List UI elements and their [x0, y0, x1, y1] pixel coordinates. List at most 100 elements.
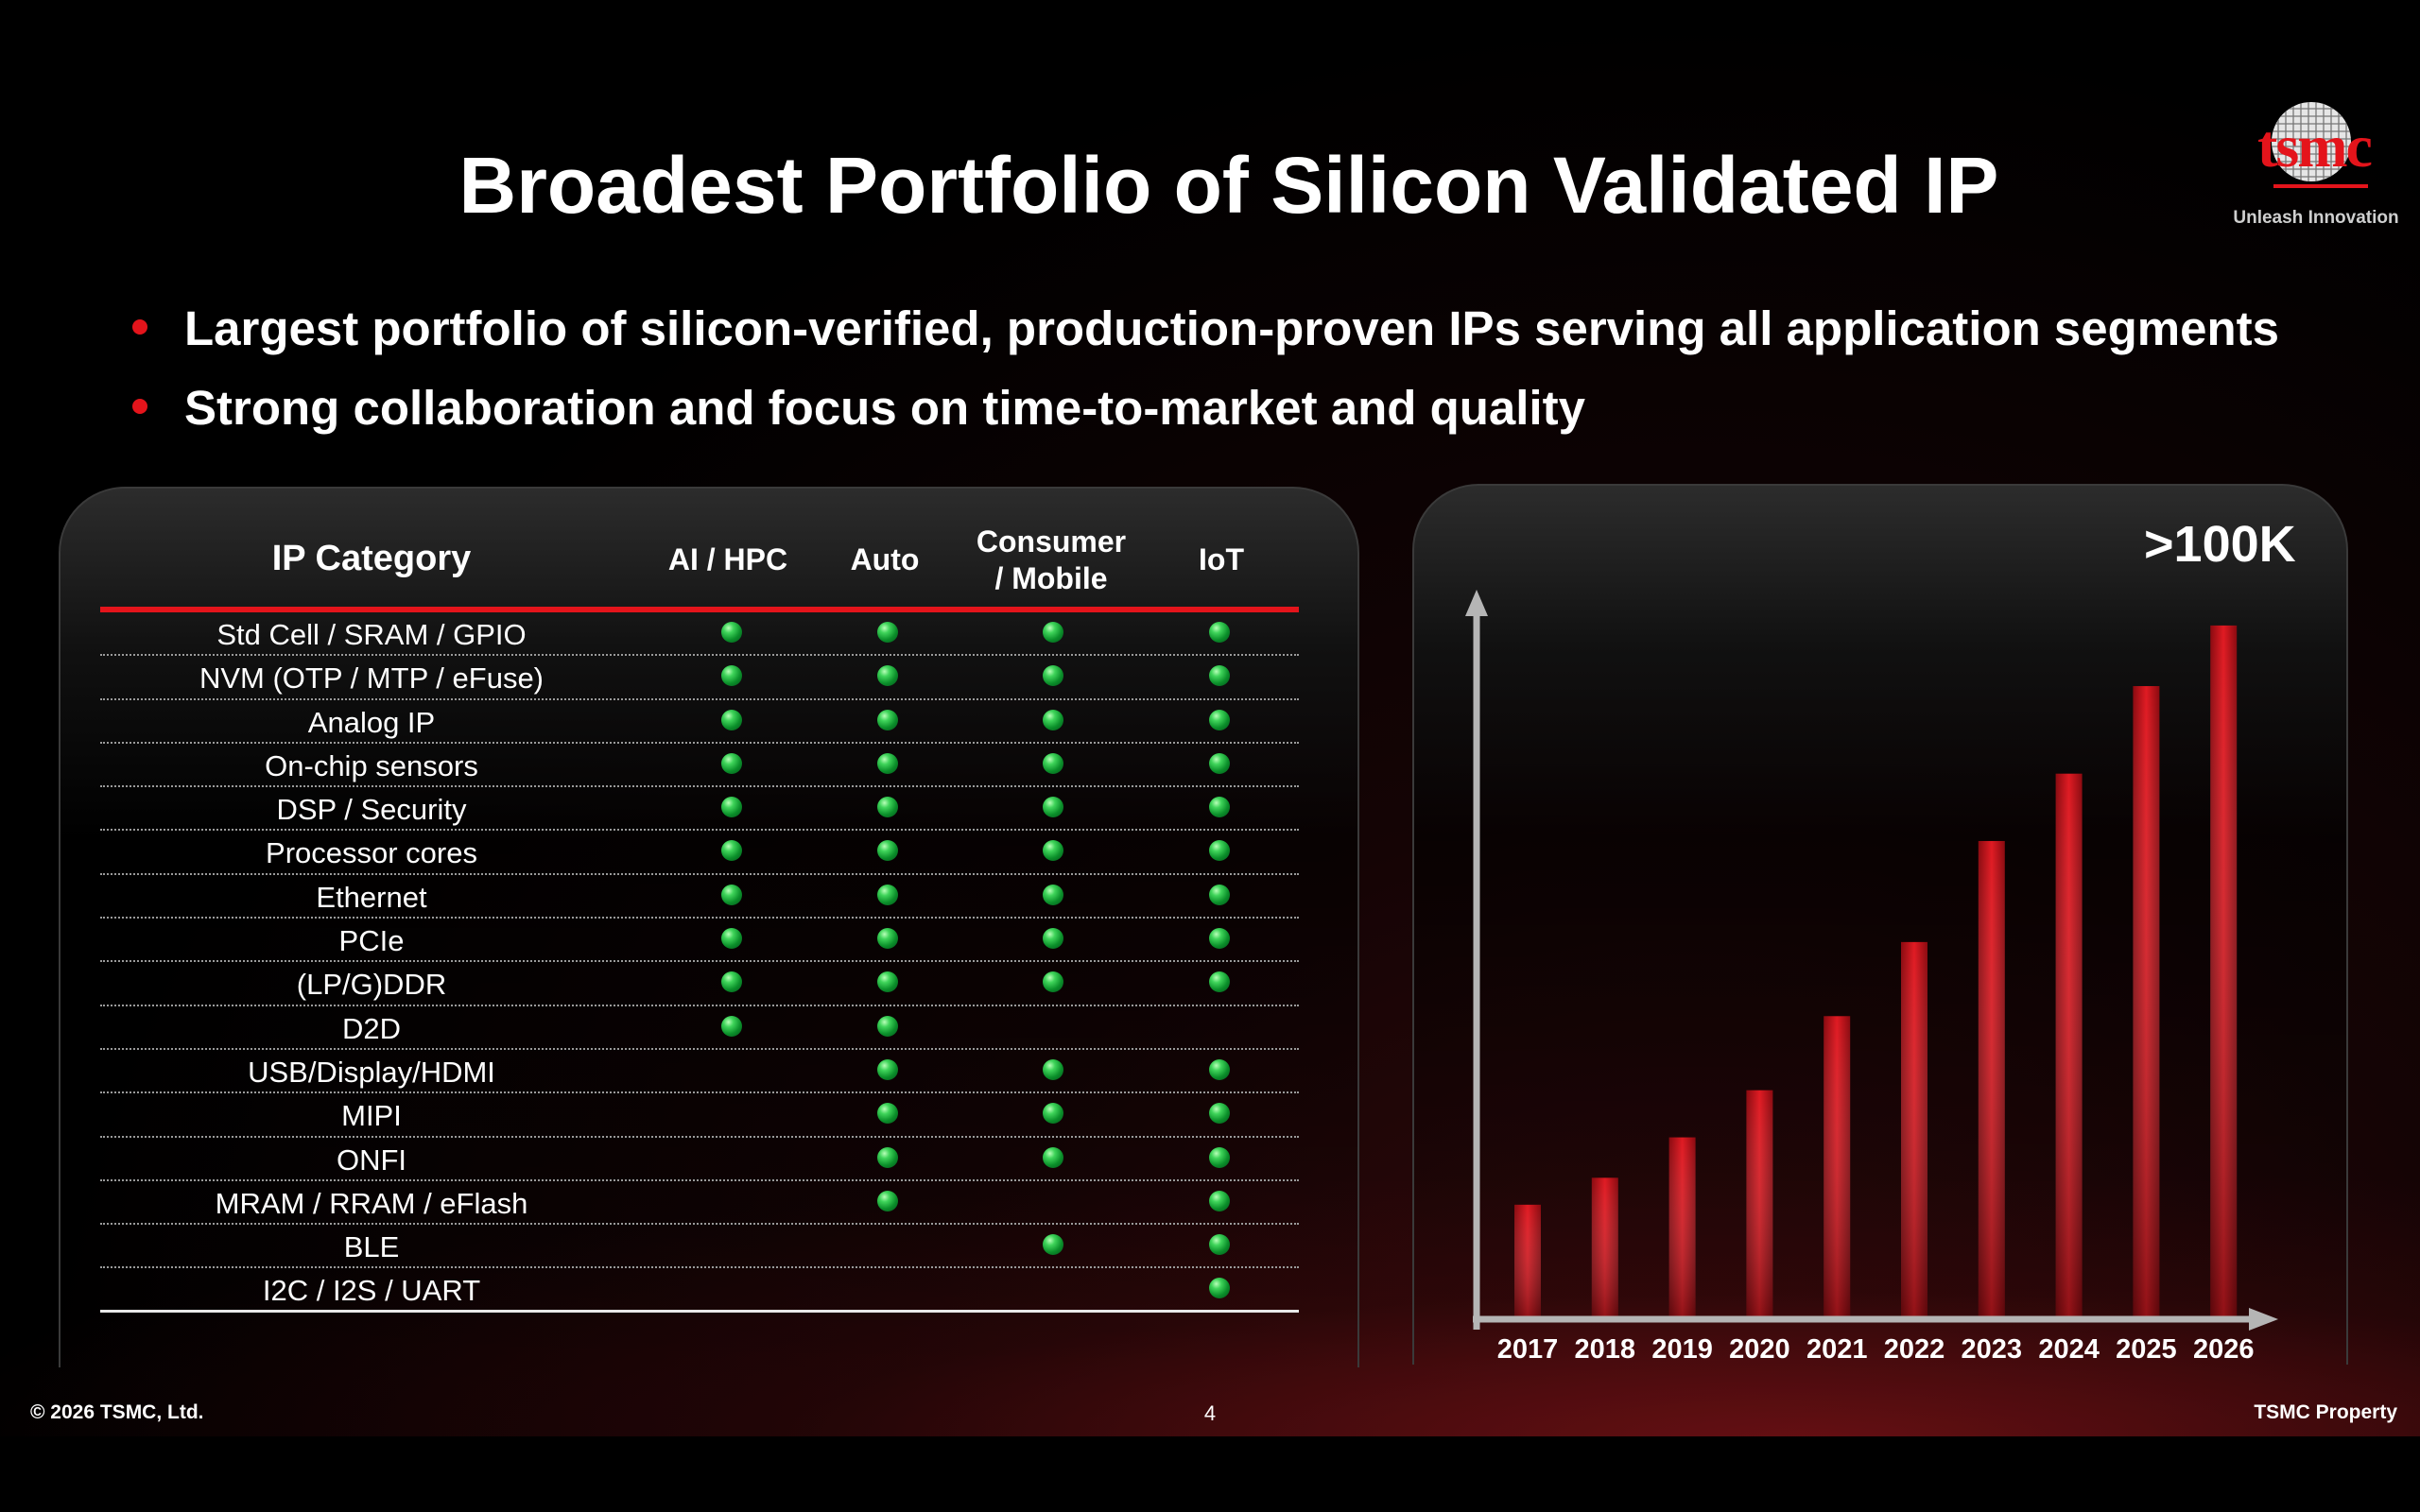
table-row: PCIe: [100, 919, 1299, 963]
table-row: Ethernet: [100, 875, 1299, 919]
header-consumer-mobile: Consumer / Mobile: [957, 524, 1146, 597]
bar-shade: [1591, 1177, 1618, 1319]
x-tick-label: 2022: [1884, 1334, 1945, 1365]
green-dot-icon: [1209, 709, 1230, 730]
table-row: ONFI: [100, 1138, 1299, 1181]
green-dot-icon: [877, 1015, 898, 1037]
slide-title: Broadest Portfolio of Silicon Validated …: [458, 141, 1999, 230]
table-row: USB/Display/HDMI: [100, 1050, 1299, 1094]
green-dot-icon: [877, 622, 898, 643]
green-dot-icon: [877, 1146, 898, 1168]
ip-category-cell: USB/Display/HDMI: [248, 1055, 495, 1089]
green-dot-icon: [721, 928, 742, 950]
header-consumer-line2: / Mobile: [994, 561, 1108, 595]
green-dot-icon: [721, 622, 742, 643]
green-dot-icon: [721, 971, 742, 993]
bullet-text: Largest portfolio of silicon-verified, p…: [184, 301, 2280, 355]
ip-category-cell: ONFI: [336, 1143, 407, 1177]
header-auto: Auto: [850, 542, 920, 576]
green-dot-icon: [877, 840, 898, 862]
green-dot-icon: [1043, 1234, 1063, 1256]
green-dot-icon: [721, 797, 742, 818]
table-row: NVM (OTP / MTP / eFuse): [100, 656, 1299, 700]
ip-category-table: IP Category AI / HPC Auto Consumer / Mob…: [100, 518, 1299, 1313]
logo-wordmark: tsmc: [2257, 112, 2373, 180]
header-ip-category: IP Category: [271, 539, 472, 578]
table-header: IP Category AI / HPC Auto Consumer / Mob…: [100, 518, 1299, 607]
ip-category-cell: Ethernet: [316, 880, 427, 914]
bar-shade: [2055, 773, 2083, 1319]
ip-category-cell: Processor cores: [266, 836, 477, 870]
green-dot-icon: [1209, 928, 1230, 950]
green-dot-icon: [1043, 884, 1063, 905]
bar-shade: [2133, 686, 2160, 1319]
globe-icon: [2272, 102, 2351, 181]
green-dot-icon: [1043, 971, 1063, 993]
table-row: Analog IP: [100, 700, 1299, 744]
bar-shade: [1668, 1137, 1696, 1319]
x-tick-label: 2024: [2038, 1334, 2100, 1365]
green-dot-icon: [877, 1190, 898, 1211]
table-row: On-chip sensors: [100, 744, 1299, 788]
header-consumer-line1: Consumer: [976, 524, 1127, 558]
green-dot-icon: [1209, 840, 1230, 862]
logo-tagline: Unleash Innovation: [2233, 208, 2399, 228]
green-dot-icon: [877, 665, 898, 687]
green-dot-icon: [1043, 928, 1063, 950]
green-dot-icon: [1043, 1058, 1063, 1080]
header-red-rule: [100, 607, 1299, 612]
x-tick-label: 2017: [1497, 1334, 1559, 1365]
green-dot-icon: [1209, 1146, 1230, 1168]
green-dot-icon: [1043, 709, 1063, 730]
ip-category-cell: On-chip sensors: [265, 748, 478, 782]
ip-category-cell: (LP/G)DDR: [296, 968, 447, 1002]
green-dot-icon: [721, 1015, 742, 1037]
green-dot-icon: [721, 840, 742, 862]
green-dot-icon: [877, 884, 898, 905]
table-row: D2D: [100, 1006, 1299, 1050]
table-row: MRAM / RRAM / eFlash: [100, 1181, 1299, 1226]
green-dot-icon: [721, 752, 742, 774]
green-dot-icon: [1209, 622, 1230, 643]
bar-shade: [1824, 1016, 1851, 1319]
ip-category-cell: MRAM / RRAM / eFlash: [215, 1186, 528, 1220]
bullet-item: Strong collaboration and focus on time-t…: [132, 380, 2307, 459]
green-dot-icon: [877, 709, 898, 730]
green-dot-icon: [1043, 752, 1063, 774]
ip-count-bar-chart: 2017 2018 2019 2020 2021 2022 2023 2024 2025 2026: [1465, 590, 2278, 1365]
tsmc-logo: tsmc Unleash Innovation: [2221, 94, 2411, 236]
green-dot-icon: [721, 884, 742, 905]
green-dot-icon: [1043, 797, 1063, 818]
x-tick-label: 2025: [2116, 1334, 2177, 1365]
ip-category-cell: DSP / Security: [276, 793, 467, 827]
green-dot-icon: [1209, 971, 1230, 993]
letterbox-bar: [0, 1436, 2420, 1512]
footer-page-number: 4: [1203, 1401, 1217, 1425]
green-dot-icon: [1209, 797, 1230, 818]
green-dot-icon: [1043, 622, 1063, 643]
green-dot-icon: [1209, 1234, 1230, 1256]
green-dot-icon: [1043, 1103, 1063, 1125]
green-dot-icon: [877, 752, 898, 774]
green-dot-icon: [1043, 1146, 1063, 1168]
ip-category-cell: D2D: [341, 1011, 401, 1045]
header-ai-hpc: AI / HPC: [667, 542, 788, 576]
x-tick-label: 2020: [1729, 1334, 1790, 1365]
bar-shade: [1746, 1090, 1773, 1319]
bullet-dot-icon: [132, 399, 147, 414]
footer-property: TSMC Property: [2254, 1401, 2397, 1423]
bullet-text: Strong collaboration and focus on time-t…: [184, 381, 1585, 435]
green-dot-icon: [877, 1058, 898, 1080]
table-row: Processor cores: [100, 831, 1299, 875]
bullet-list: Largest portfolio of silicon-verified, p…: [132, 301, 2307, 459]
bar-shade: [1901, 941, 1927, 1319]
x-axis-arrow-icon: [2249, 1308, 2278, 1331]
green-dot-icon: [877, 797, 898, 818]
table-row: I2C / I2S / UART: [100, 1268, 1299, 1313]
ip-table-panel: [59, 487, 1359, 1367]
green-dot-icon: [1209, 1278, 1230, 1299]
green-dot-icon: [1209, 1058, 1230, 1080]
footer-copyright: © 2026 TSMC, Ltd.: [30, 1401, 204, 1423]
ip-category-cell: BLE: [343, 1230, 400, 1264]
chart-panel: [1412, 484, 2348, 1365]
